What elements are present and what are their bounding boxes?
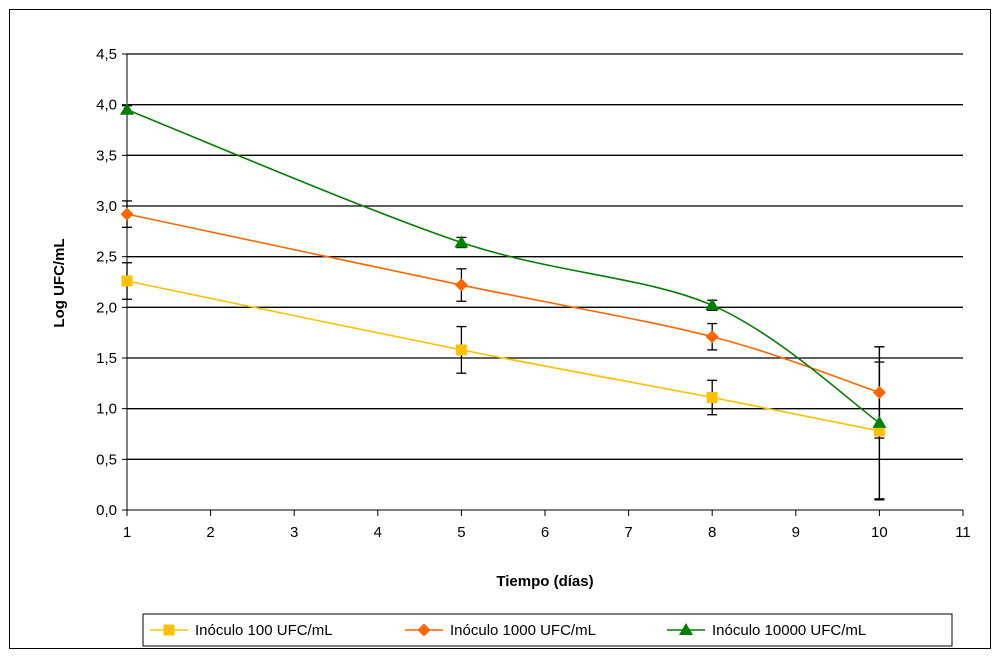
y-tick-label: 0,0: [96, 502, 117, 519]
x-tick-label: 11: [955, 524, 971, 541]
y-tick-label: 2,5: [96, 249, 117, 266]
legend-label: Inóculo 1000 UFC/mL: [450, 622, 596, 639]
error-bars: [122, 105, 885, 501]
y-tick-label: 4,0: [96, 97, 117, 114]
y-tick-label: 4,5: [96, 46, 117, 63]
x-tick-label: 1: [123, 524, 131, 541]
x-tick-label: 10: [871, 524, 888, 541]
legend: Inóculo 100 UFC/mL Inóculo 1000 UFC/mL Inó…: [142, 613, 953, 647]
y-tick-label: 3,0: [96, 198, 117, 215]
series-lines: [126, 108, 880, 432]
data-point: [872, 415, 887, 428]
legend-label: Inóculo 10000 UFC/mL: [712, 622, 866, 639]
x-tick-label: 5: [457, 524, 465, 541]
x-tick-label: 2: [206, 524, 214, 541]
x-tick-label: 4: [374, 524, 382, 541]
y-tick-label: 2,0: [96, 299, 117, 316]
legend-marker: [679, 623, 693, 635]
x-tick-label: 9: [792, 524, 800, 541]
data-point: [120, 207, 134, 221]
series-line: [126, 108, 880, 424]
series-line: [126, 280, 880, 432]
gridlines: [127, 53, 963, 460]
y-tick-label: 0,5: [96, 451, 117, 468]
legend-marker: [163, 624, 175, 636]
y-tick-label: 1,0: [96, 401, 117, 418]
x-tick-label: 7: [624, 524, 632, 541]
y-tick-labels: 0,0 0,5 1,0 1,5 2,0 2,5 3,0 3,5 4,0 4,5: [96, 46, 127, 519]
series-markers: [120, 102, 887, 437]
series-line: [126, 213, 880, 394]
legend-marker: [417, 623, 431, 637]
x-tick-label: 8: [708, 524, 716, 541]
data-point: [121, 275, 133, 287]
legend-label: Inóculo 100 UFC/mL: [195, 622, 333, 639]
data-point: [705, 330, 719, 344]
data-point: [454, 235, 469, 248]
data-point: [455, 344, 467, 356]
axes: [126, 54, 963, 511]
data-point: [705, 298, 720, 311]
data-point: [872, 385, 886, 399]
legend-box: [142, 613, 953, 647]
data-point: [454, 278, 468, 292]
data-point: [706, 392, 718, 404]
data-point: [120, 102, 134, 115]
x-tick-label: 3: [290, 524, 298, 541]
y-tick-label: 3,5: [96, 147, 117, 164]
chart-frame: [9, 9, 991, 649]
x-axis-title: Tiempo (días): [496, 573, 593, 590]
x-tick-label: 6: [541, 524, 549, 541]
data-point: [873, 425, 885, 437]
x-tick-labels: 1 2 3 4 5 6 7 8 9 10 11: [123, 510, 971, 541]
y-tick-label: 1,5: [96, 350, 117, 367]
y-axis-title: Log UFC/mL: [51, 238, 68, 327]
